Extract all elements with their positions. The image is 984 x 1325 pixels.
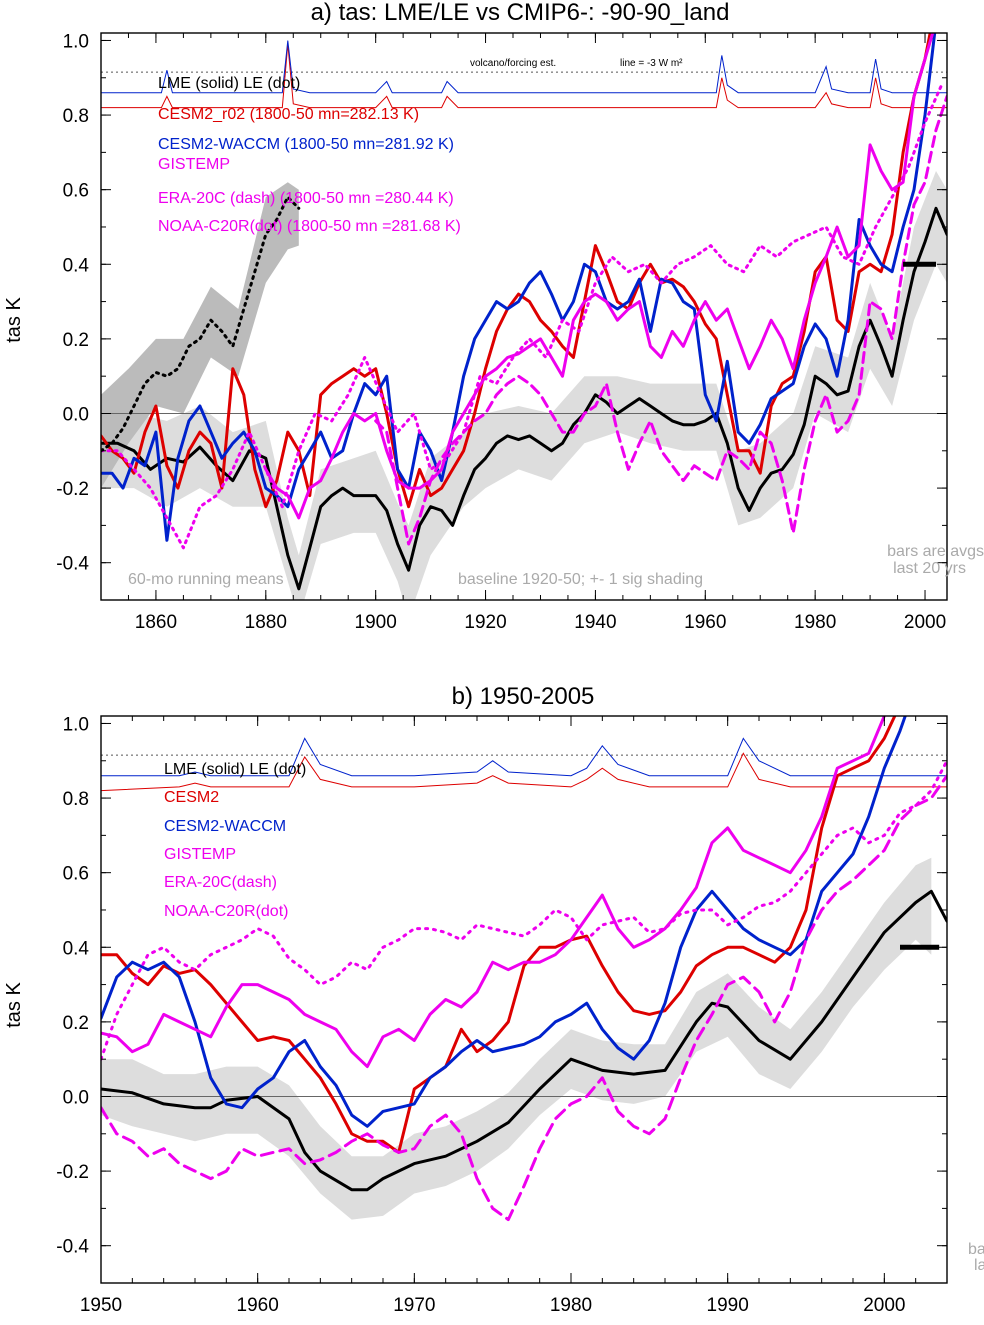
panel-a-xtick-label-6: 1980 — [794, 612, 836, 633]
panel-a-ytick-label-4: 0.4 — [63, 255, 90, 276]
panel-b-ylabel: tas K — [3, 982, 25, 1028]
panel-a-xtick-label-1: 1880 — [245, 612, 287, 633]
panel-a-series-0 — [101, 206, 947, 591]
panel-b-plot: -0.4 -0.2 0.0 0.2 0.4 0.6 0.8 1.0 1950 1960 1970 19… — [56, 714, 948, 1316]
panel-b-legend-1: CESM2 — [164, 789, 219, 806]
panel-a-ytick-label-2: 0.0 — [63, 404, 89, 425]
panel-b-legend-4: ERA-20C(dash) — [164, 874, 277, 891]
panel-b-series-0 — [101, 889, 947, 1192]
panel-a-running-mean-note: 60-mo running means — [128, 571, 284, 588]
panel-a-legend-4: ERA-20C (dash) (1800-50 mn =280.44 K) — [158, 190, 454, 207]
panel-b-forcing-line-0 — [101, 752, 947, 792]
panel-b-xtick-label-1: 1960 — [237, 1295, 279, 1316]
panel-a-forcing-line-1 — [101, 40, 947, 94]
panel-a-series-5 — [101, 83, 943, 550]
panel-a-xtick-label-0: 1860 — [135, 612, 177, 633]
panel-a-ytick-label-6: 0.8 — [63, 106, 89, 127]
panel-b: b) 1950-2005 tas K -0.4 -0.2 0.0 0.2 0.4 0.6 0… — [3, 683, 984, 1316]
panel-a-xtick-label-5: 1960 — [684, 612, 726, 633]
panel-a-baseline-note: baseline 1920-50; +- 1 sig shading — [458, 571, 703, 588]
panel-a-bars-note-1: bars are avgs — [887, 543, 984, 560]
panel-b-legend-5: NOAA-C20R(dot) — [164, 903, 288, 920]
panel-b-series-4 — [101, 774, 947, 1222]
panel-b-plot-area — [101, 716, 947, 1222]
panel-b-series-1 — [101, 716, 897, 1154]
panel-a-band-1 — [101, 182, 299, 489]
panel-a-legend-0: LME (solid) LE (dot) — [158, 75, 300, 92]
panel-b-series-5 — [101, 759, 947, 1061]
panel-b-xtick-label-2: 1970 — [393, 1295, 435, 1316]
panel-a-ytick-label-7: 1.0 — [63, 31, 89, 52]
panel-a-ytick-label-5: 0.6 — [63, 181, 89, 202]
panel-a-frame — [100, 32, 948, 601]
panel-a-legend-5: NOAA-C20R(dot) (1800-50 mn =281.68 K) — [158, 218, 461, 235]
panel-b-title: b) 1950-2005 — [452, 683, 595, 710]
panel-b-ytick-label-5: 0.6 — [63, 864, 89, 885]
panel-b-bars-note-1: ba — [968, 1241, 984, 1258]
panel-a-legend-2: CESM2-WACCM (1800-50 mn=281.92 K) — [158, 136, 454, 153]
panel-a-series-2 — [101, 33, 937, 542]
panel-b-bars-note-2: la — [974, 1257, 984, 1274]
panel-b-legend-0: LME (solid) LE (dot) — [164, 761, 306, 778]
panel-a-xtick-label-3: 1920 — [464, 612, 506, 633]
panel-b-series-3 — [101, 716, 886, 1069]
panel-b-legend-2: CESM2-WACCM — [164, 818, 286, 835]
panel-b-ytick-label-3: 0.2 — [63, 1013, 89, 1034]
panel-a-plot: -0.4 -0.2 0.0 0.2 0.4 0.6 0.8 1.0 1860 1880 1900 19… — [56, 31, 948, 633]
panel-b-ytick-label-0: -0.4 — [56, 1237, 89, 1258]
panel-a-ytick-label-0: -0.4 — [56, 554, 89, 575]
panel-a-forcing-line-0 — [101, 44, 947, 109]
panel-a-series-1 — [101, 33, 932, 509]
panel-a-title: a) tas: LME/LE vs CMIP6-: -90-90_land — [311, 0, 730, 26]
panel-a: a) tas: LME/LE vs CMIP6-: -90-90_land ta… — [3, 0, 984, 633]
panel-b-band-0 — [101, 857, 932, 1220]
panel-a-series-6 — [101, 195, 301, 453]
panel-b-ytick-label-1: -0.2 — [56, 1162, 89, 1183]
panel-a-band-0 — [101, 171, 947, 600]
panel-b-ytick-label-6: 0.8 — [63, 789, 89, 810]
panel-a-ytick-label-3: 0.2 — [63, 330, 89, 351]
panel-b-ytick-label-2: 0.0 — [63, 1087, 89, 1108]
panel-b-xtick-label-3: 1980 — [550, 1295, 592, 1316]
panel-a-plot-area — [101, 33, 947, 600]
panel-b-series-2 — [101, 716, 907, 1128]
panel-a-volcano-note: volcano/forcing est. — [470, 58, 556, 69]
panel-b-xtick-label-0: 1950 — [80, 1295, 122, 1316]
panel-a-xtick-label-2: 1900 — [355, 612, 397, 633]
panel-b-ytick-label-7: 1.0 — [63, 714, 89, 735]
panel-a-xtick-label-4: 1940 — [574, 612, 616, 633]
panel-b-xtick-label-4: 1990 — [707, 1295, 749, 1316]
panel-b-ytick-label-4: 0.4 — [63, 938, 90, 959]
panel-a-series-4 — [374, 94, 947, 546]
panel-a-ylabel: tas K — [3, 297, 25, 343]
panel-a-forcing-note: line = -3 W m² — [620, 58, 683, 69]
panel-a-legend-1: CESM2_r02 (1800-50 mn=282.13 K) — [158, 106, 419, 123]
panel-a-legend-3: GISTEMP — [158, 156, 230, 173]
panel-a-xtick-label-7: 2000 — [904, 612, 946, 633]
panel-a-ytick-label-1: -0.2 — [56, 479, 89, 500]
panel-a-bars-note-2: last 20 yrs — [893, 560, 966, 577]
panel-b-frame — [100, 715, 948, 1284]
panel-b-legend-3: GISTEMP — [164, 846, 236, 863]
panel-b-xtick-label-5: 2000 — [863, 1295, 905, 1316]
panel-b-forcing-line-1 — [101, 737, 947, 777]
